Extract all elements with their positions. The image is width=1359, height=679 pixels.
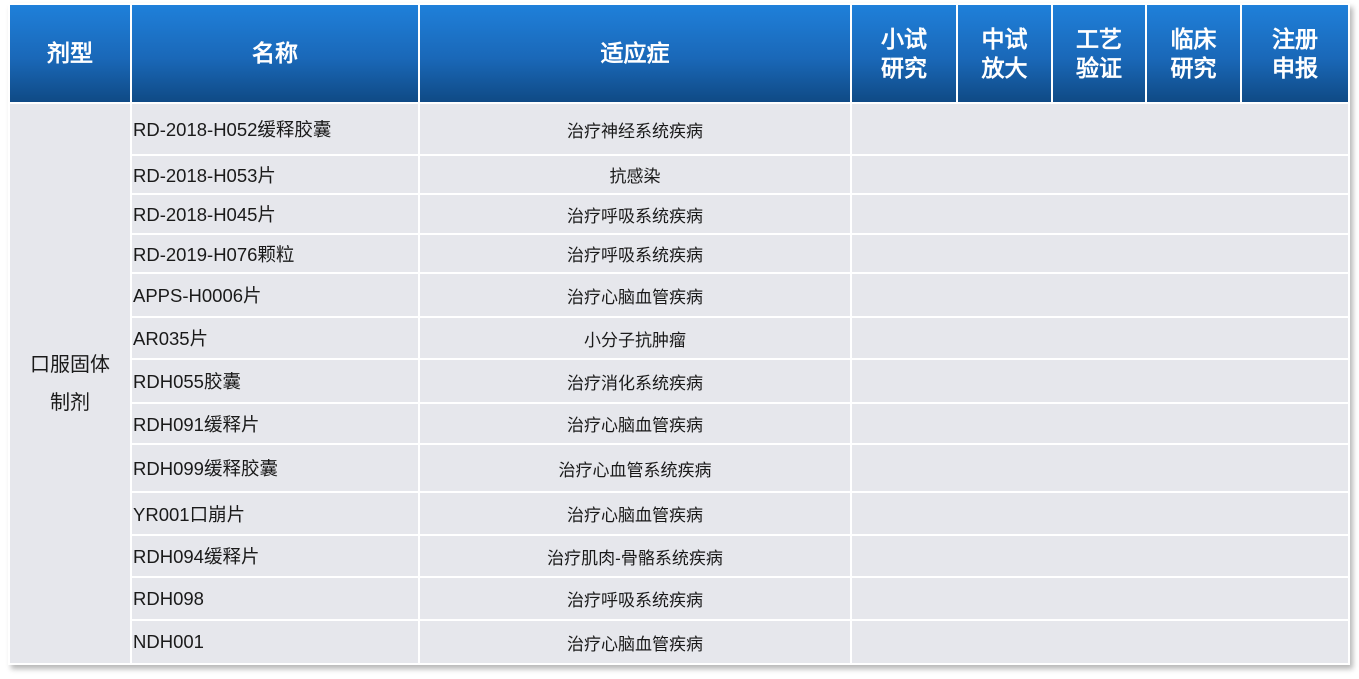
progress-cell <box>852 104 1348 154</box>
table-row: NDH001 治疗心脑血管疾病 <box>10 621 1348 663</box>
progress-cell <box>852 404 1348 443</box>
progress-cell <box>852 493 1348 534</box>
table-row: RDH055胶囊 治疗消化系统疾病 <box>10 360 1348 402</box>
stage-label: 工艺 <box>1076 25 1122 52</box>
name-cell: YR001口崩片 <box>132 493 418 534</box>
stage-label: 中试 <box>981 25 1028 52</box>
pipeline-table-container: 剂型 名称 适应症 小试 研究 中试 放大 工艺 验证 临床 研究 注册 申报 口服固体制… <box>8 3 1350 665</box>
name-cell: RD-2018-H045片 <box>132 195 418 233</box>
dosage-form-line: 制剂 <box>50 391 90 414</box>
indication-cell: 治疗肌肉-骨骼系统疾病 <box>420 536 850 576</box>
progress-cell <box>852 274 1348 316</box>
progress-cell <box>852 360 1348 402</box>
progress-cell <box>852 318 1348 358</box>
name-cell: RDH055胶囊 <box>132 360 418 402</box>
indication-cell: 治疗呼吸系统疾病 <box>420 195 850 233</box>
table-row: RD-2018-H045片 治疗呼吸系统疾病 <box>10 195 1348 233</box>
header-stage-small-trial: 小试 研究 <box>852 5 956 102</box>
progress-cell <box>852 195 1348 233</box>
name-cell: RDH099缓释胶囊 <box>132 445 418 491</box>
header-stage-registration: 注册 申报 <box>1242 5 1348 102</box>
progress-cell <box>852 621 1348 663</box>
indication-cell: 治疗消化系统疾病 <box>420 360 850 402</box>
stage-label: 临床 <box>1170 25 1217 52</box>
indication-cell: 小分子抗肿瘤 <box>420 318 850 358</box>
indication-cell: 治疗心脑血管疾病 <box>420 493 850 534</box>
header-stage-clinical: 临床 研究 <box>1147 5 1240 102</box>
indication-cell: 抗感染 <box>420 156 850 193</box>
table-row: RDH099缓释胶囊 治疗心血管系统疾病 <box>10 445 1348 491</box>
header-stage-process-validation: 工艺 验证 <box>1053 5 1145 102</box>
stage-label: 申报 <box>1272 54 1318 81</box>
name-cell: RDH091缓释片 <box>132 404 418 443</box>
pipeline-table: 剂型 名称 适应症 小试 研究 中试 放大 工艺 验证 临床 研究 注册 申报 口服固体制… <box>8 3 1350 665</box>
indication-cell: 治疗呼吸系统疾病 <box>420 578 850 619</box>
name-cell: RD-2018-H053片 <box>132 156 418 193</box>
name-cell: RD-2018-H052缓释胶囊 <box>132 104 418 154</box>
name-cell: AR035片 <box>132 318 418 358</box>
stage-label: 小试 <box>881 25 927 52</box>
header-dosage-form: 剂型 <box>10 5 130 102</box>
dosage-form-cell: 口服固体 制剂 <box>10 104 130 663</box>
header-indication: 适应症 <box>420 5 850 102</box>
progress-cell <box>852 156 1348 193</box>
indication-cell: 治疗心脑血管疾病 <box>420 621 850 663</box>
name-cell: APPS-H0006片 <box>132 274 418 316</box>
table-row: RDH098 治疗呼吸系统疾病 <box>10 578 1348 619</box>
stage-label: 研究 <box>881 54 927 81</box>
header-name: 名称 <box>132 5 418 102</box>
progress-cell <box>852 235 1348 272</box>
indication-cell: 治疗心脑血管疾病 <box>420 404 850 443</box>
stage-label: 放大 <box>981 54 1028 81</box>
name-cell: RDH098 <box>132 578 418 619</box>
indication-cell: 治疗呼吸系统疾病 <box>420 235 850 272</box>
table-row: 口服固体 制剂 RD-2018-H052缓释胶囊 治疗神经系统疾病 <box>10 104 1348 663</box>
header-stage-pilot-scale: 中试 放大 <box>958 5 1051 102</box>
table-row: APPS-H0006片 治疗心脑血管疾病 <box>10 274 1348 316</box>
table-row: RD-2019-H076颗粒 治疗呼吸系统疾病 <box>10 235 1348 272</box>
header-row: 剂型 名称 适应症 小试 研究 中试 放大 工艺 验证 临床 研究 注册 申报 <box>10 5 1348 102</box>
table-row: RDH091缓释片 治疗心脑血管疾病 <box>10 404 1348 443</box>
progress-cell <box>852 536 1348 576</box>
name-cell: RDH094缓释片 <box>132 536 418 576</box>
dosage-form-line: 口服固体 <box>30 353 110 376</box>
stage-label: 验证 <box>1076 54 1122 81</box>
progress-cell <box>852 578 1348 619</box>
table-row: AR035片 小分子抗肿瘤 <box>10 318 1348 358</box>
name-cell: NDH001 <box>132 621 418 663</box>
indication-cell: 治疗心血管系统疾病 <box>420 445 850 491</box>
name-cell: RD-2019-H076颗粒 <box>132 235 418 272</box>
progress-cell <box>852 445 1348 491</box>
stage-label: 注册 <box>1272 25 1318 52</box>
indication-cell: 治疗心脑血管疾病 <box>420 274 850 316</box>
stage-label: 研究 <box>1170 54 1217 81</box>
table-row: RDH094缓释片 治疗肌肉-骨骼系统疾病 <box>10 536 1348 576</box>
table-row: RD-2018-H053片 抗感染 <box>10 156 1348 193</box>
indication-cell: 治疗神经系统疾病 <box>420 104 850 154</box>
table-row: YR001口崩片 治疗心脑血管疾病 <box>10 493 1348 534</box>
